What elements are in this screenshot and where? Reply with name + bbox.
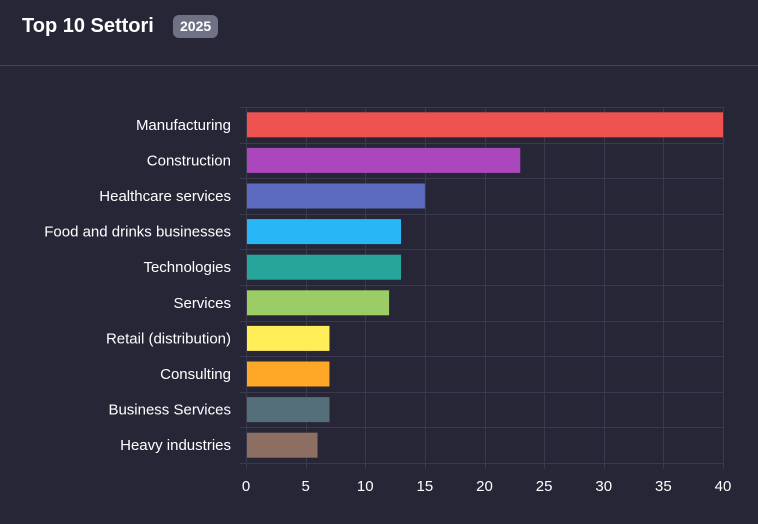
bar-manufacturing[interactable] — [247, 112, 723, 138]
category-label-food-and-drinks-businesses: Food and drinks businesses — [44, 224, 231, 241]
category-label-heavy-industries: Heavy industries — [120, 437, 231, 454]
bar-heavy-industries[interactable] — [247, 432, 318, 458]
category-label-healthcare-services: Healthcare services — [99, 188, 231, 205]
bar-construction[interactable] — [247, 147, 521, 173]
bar-food-and-drinks-businesses[interactable] — [247, 219, 402, 245]
x-tick-label-0: 0 — [242, 478, 250, 495]
card-header: Top 10 Settori 2025 — [0, 0, 758, 66]
x-tick-label-5: 5 — [301, 478, 309, 495]
bar-retail-distribution[interactable] — [247, 325, 330, 351]
category-labels: Manufacturing Construction Healthcare serv… — [44, 117, 231, 454]
x-axis-ticks: 0 5 10 15 20 25 30 35 40 — [242, 478, 732, 495]
bar-services[interactable] — [247, 290, 390, 316]
x-tick-label-10: 10 — [357, 478, 374, 495]
x-tick-label-35: 35 — [655, 478, 672, 495]
x-tick-label-15: 15 — [417, 478, 434, 495]
category-label-business-services: Business Services — [108, 402, 231, 419]
x-tick-label-20: 20 — [476, 478, 493, 495]
bar-consulting[interactable] — [247, 361, 330, 387]
bar-chart: Manufacturing Construction Healthcare serv… — [44, 107, 732, 495]
category-label-construction: Construction — [147, 152, 231, 169]
bar-healthcare-services[interactable] — [247, 183, 425, 209]
x-tick-label-30: 30 — [595, 478, 612, 495]
category-label-services: Services — [173, 295, 231, 312]
category-label-retail-distribution: Retail (distribution) — [106, 330, 231, 347]
category-label-technologies: Technologies — [143, 259, 231, 276]
bar-business-services[interactable] — [247, 397, 330, 423]
chart-grid — [240, 107, 724, 469]
bar-technologies[interactable] — [247, 254, 402, 280]
chart-bars — [247, 112, 723, 458]
chart-title: Top 10 Settori — [22, 15, 154, 37]
category-label-consulting: Consulting — [160, 366, 231, 383]
x-tick-label-25: 25 — [536, 478, 553, 495]
x-tick-label-40: 40 — [715, 478, 732, 495]
year-badge: 2025 — [173, 15, 219, 38]
category-label-manufacturing: Manufacturing — [136, 117, 231, 134]
